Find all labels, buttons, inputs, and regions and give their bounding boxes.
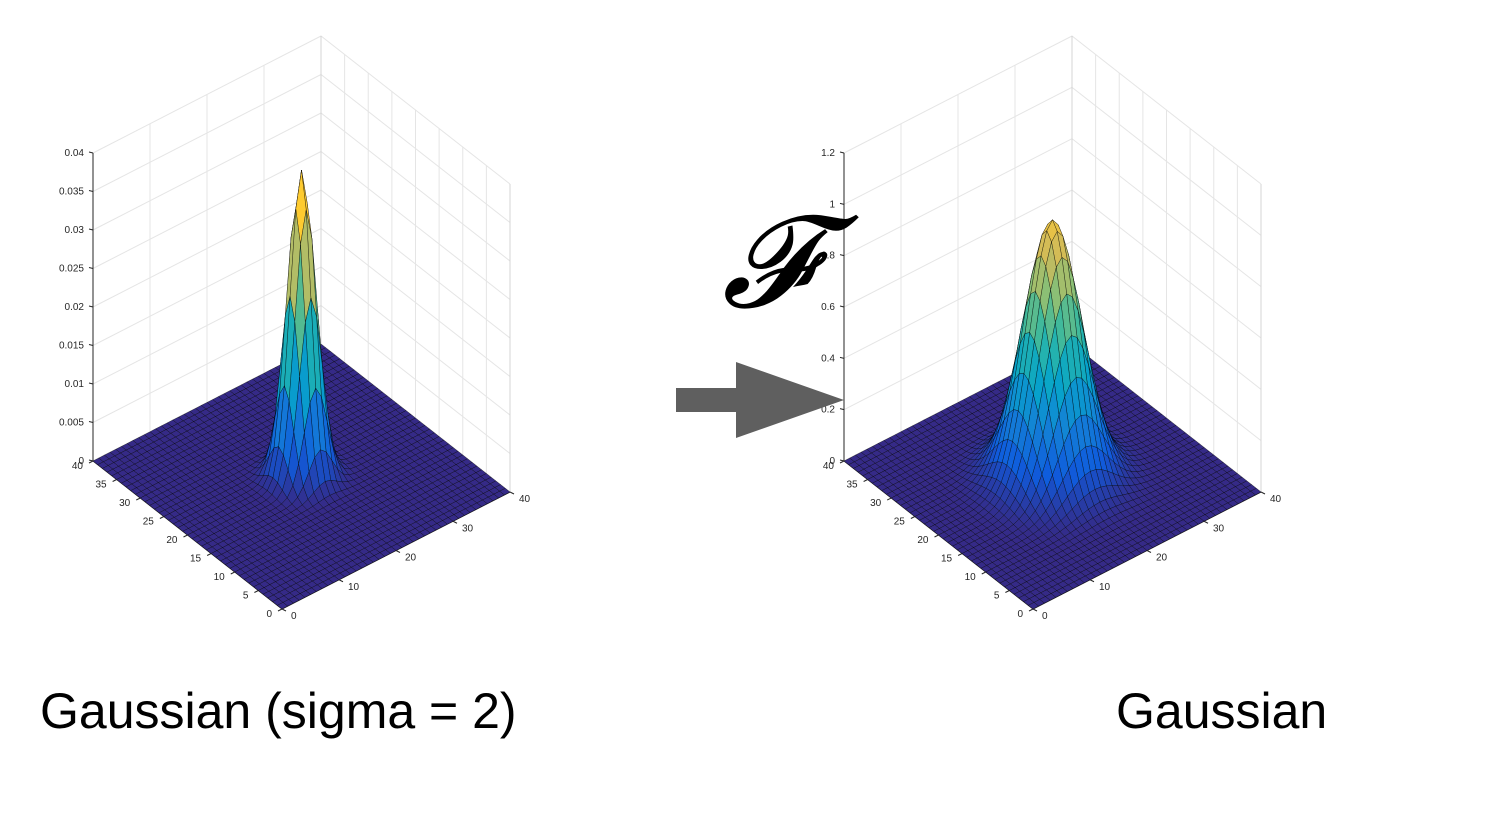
y-tick-label: 25 [143, 517, 155, 528]
z-tick-label: 0.035 [59, 187, 84, 198]
y-tick [1005, 590, 1010, 593]
surface-mesh [843, 219, 1262, 610]
y-tick [112, 479, 117, 482]
y-tick [230, 571, 235, 575]
z-tick-label: 0.4 [821, 353, 835, 364]
x-tick-label: 40 [519, 494, 531, 505]
y-tick-label: 5 [243, 591, 249, 602]
tick-labels: 010203040051015202530354000.20.40.60.811… [821, 148, 1281, 622]
x-tick-label: 30 [1213, 523, 1225, 534]
x-tick-label: 20 [405, 553, 417, 564]
z-tick-label: 0 [78, 456, 84, 467]
z-tick [88, 151, 94, 154]
surface-mesh [92, 169, 511, 610]
z-tick [839, 408, 845, 411]
y-tick-label: 5 [994, 591, 1000, 602]
z-tick-label: 0.03 [65, 225, 85, 236]
z-tick-label: 0.6 [821, 302, 835, 313]
z-tick [88, 305, 94, 308]
y-tick-label: 35 [96, 480, 108, 491]
z-tick [88, 459, 94, 462]
transform-arrow [676, 362, 844, 438]
y-tick [206, 553, 212, 556]
right-surface-plot: 010203040051015202530354000.20.40.60.811… [821, 35, 1282, 622]
x-tick [338, 579, 344, 583]
x-tick [1146, 550, 1152, 553]
right-caption: Gaussian [1116, 683, 1328, 739]
y-tick-label: 35 [847, 480, 859, 491]
y-tick-label: 0 [266, 609, 272, 620]
z-tick [839, 254, 845, 257]
x-tick-label: 0 [291, 611, 297, 622]
y-tick [887, 497, 892, 501]
y-tick [863, 479, 868, 482]
y-tick-label: 20 [917, 535, 929, 546]
surface-patch [276, 602, 289, 610]
z-tick-label: 0.01 [65, 379, 85, 390]
z-tick-label: 1 [829, 199, 835, 210]
y-tick-label: 10 [965, 572, 977, 583]
y-tick-label: 15 [941, 554, 953, 565]
z-tick-label: 0.02 [65, 302, 85, 313]
z-tick-label: 0.8 [821, 251, 835, 262]
z-tick-label: 1.2 [821, 148, 835, 159]
z-tick-label: 0.005 [59, 418, 84, 429]
z-tick-label: 0 [829, 456, 835, 467]
z-tick [839, 202, 845, 205]
fourier-transform-symbol: 𝓕 [721, 188, 817, 337]
x-tick-label: 30 [462, 523, 474, 534]
x-tick-label: 40 [1270, 494, 1282, 505]
y-tick [934, 534, 939, 538]
y-tick-label: 0 [1017, 609, 1023, 620]
y-tick-label: 40 [72, 461, 84, 472]
y-tick [957, 553, 963, 556]
y-tick [981, 571, 986, 575]
x-tick [1260, 491, 1266, 495]
z-tick-label: 0.025 [59, 264, 84, 275]
left-surface-plot: 010203040051015202530354000.0050.010.015… [59, 35, 531, 622]
z-tick [88, 190, 94, 192]
x-tick [1032, 608, 1038, 612]
x-tick [509, 491, 515, 495]
arrow-shape [676, 362, 844, 438]
y-tick [136, 497, 141, 501]
y-tick-label: 30 [870, 498, 882, 509]
y-tick-label: 25 [894, 517, 906, 528]
y-tick-label: 40 [823, 461, 835, 472]
x-tick [281, 608, 287, 612]
y-tick-label: 30 [119, 498, 131, 509]
z-tick [88, 228, 94, 231]
x-tick [452, 520, 458, 524]
y-tick [254, 590, 259, 593]
z-tick [839, 459, 845, 462]
y-tick-label: 10 [214, 572, 226, 583]
left-caption: Gaussian (sigma = 2) [40, 683, 517, 739]
x-tick [1089, 579, 1095, 583]
z-tick [88, 382, 94, 385]
y-tick [910, 516, 916, 519]
y-tick [277, 608, 283, 612]
z-tick [839, 151, 845, 154]
x-tick-label: 10 [1099, 582, 1111, 593]
x-tick-label: 0 [1042, 611, 1048, 622]
z-tick [839, 356, 845, 359]
y-tick-label: 20 [166, 535, 178, 546]
z-tick-label: 0.2 [821, 405, 835, 416]
x-tick [395, 550, 401, 553]
x-tick [1203, 520, 1209, 524]
z-tick [88, 344, 94, 346]
x-tick-label: 20 [1156, 553, 1168, 564]
z-tick [88, 421, 94, 423]
y-tick [183, 534, 188, 538]
z-tick-label: 0.015 [59, 341, 84, 352]
z-tick [88, 267, 94, 269]
x-tick-label: 10 [348, 582, 360, 593]
surface-patch [1027, 602, 1040, 610]
tick-labels: 010203040051015202530354000.0050.010.015… [59, 148, 531, 622]
y-tick [1028, 608, 1034, 612]
z-tick-label: 0.04 [65, 148, 85, 159]
y-tick [159, 516, 165, 519]
y-tick-label: 15 [190, 554, 202, 565]
z-tick [839, 305, 845, 308]
